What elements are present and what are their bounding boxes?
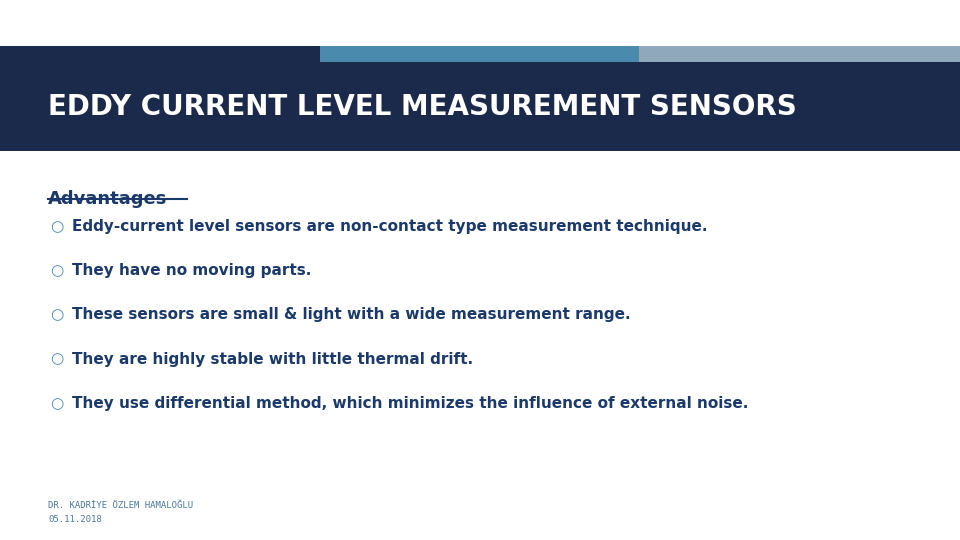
Text: ○: ○ — [50, 263, 63, 278]
FancyBboxPatch shape — [639, 46, 960, 62]
Text: EDDY CURRENT LEVEL MEASUREMENT SENSORS: EDDY CURRENT LEVEL MEASUREMENT SENSORS — [48, 93, 797, 120]
Text: These sensors are small & light with a wide measurement range.: These sensors are small & light with a w… — [72, 307, 631, 322]
FancyBboxPatch shape — [320, 46, 639, 62]
Text: They have no moving parts.: They have no moving parts. — [72, 263, 311, 278]
Text: ○: ○ — [50, 396, 63, 411]
Text: They use differential method, which minimizes the influence of external noise.: They use differential method, which mini… — [72, 396, 749, 411]
Text: 05.11.2018: 05.11.2018 — [48, 515, 102, 524]
Text: ○: ○ — [50, 219, 63, 234]
Text: Eddy-current level sensors are non-contact type measurement technique.: Eddy-current level sensors are non-conta… — [72, 219, 708, 234]
Text: Advantages: Advantages — [48, 190, 167, 208]
Text: ○: ○ — [50, 352, 63, 367]
Text: ○: ○ — [50, 307, 63, 322]
Text: They are highly stable with little thermal drift.: They are highly stable with little therm… — [72, 352, 473, 367]
FancyBboxPatch shape — [0, 62, 960, 151]
Text: DR. KADRİYE ÖZLEM HAMALOĞLU: DR. KADRİYE ÖZLEM HAMALOĞLU — [48, 501, 193, 510]
FancyBboxPatch shape — [0, 46, 320, 62]
